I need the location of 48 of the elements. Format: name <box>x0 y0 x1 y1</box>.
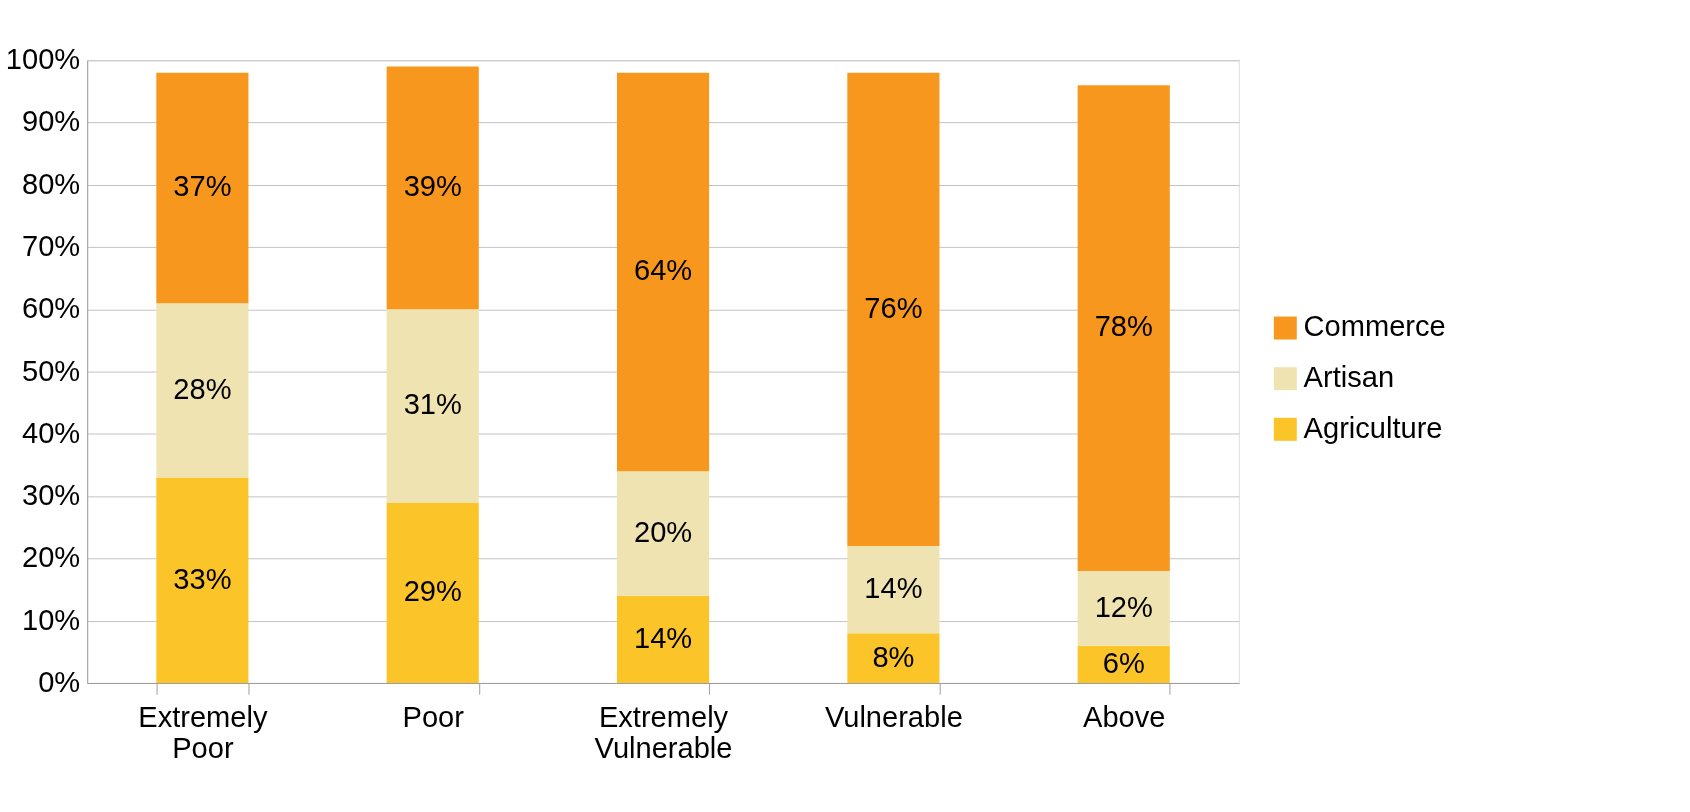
bar <box>616 595 710 684</box>
bar <box>156 477 249 684</box>
bar <box>616 72 710 472</box>
x-tick-label: Extremely Vulnerable <box>594 700 733 765</box>
y-tick-label: 10% <box>22 603 81 636</box>
y-tick-label: 40% <box>22 416 81 449</box>
data-label: 31% <box>403 388 462 421</box>
y-tick-label: 30% <box>22 479 81 512</box>
data-label: 20% <box>633 516 693 548</box>
data-label: 39% <box>403 170 462 203</box>
bar <box>1077 570 1170 646</box>
data-label: 78% <box>1094 310 1153 343</box>
bar <box>847 633 940 684</box>
bar <box>847 546 940 634</box>
data-label: 12% <box>1094 590 1153 623</box>
bar <box>386 66 479 310</box>
data-label: 76% <box>864 291 923 324</box>
data-label: 14% <box>633 621 693 654</box>
data-label: 64% <box>633 254 693 287</box>
data-label: 6% <box>1102 646 1145 679</box>
bar <box>386 502 479 684</box>
bar <box>616 471 710 596</box>
bar <box>847 72 940 547</box>
x-tick-label: Vulnerable <box>824 700 963 733</box>
bar <box>386 309 479 503</box>
bar <box>156 72 249 304</box>
bar <box>156 303 249 478</box>
x-tick-label: Extremely Poor <box>138 700 268 765</box>
legend-label: Agriculture <box>1303 411 1443 444</box>
y-tick-label: 50% <box>22 354 81 387</box>
y-tick-label: 100% <box>5 43 81 76</box>
y-tick-label: 0% <box>38 665 81 698</box>
data-label: 8% <box>872 640 915 673</box>
data-label: 37% <box>173 170 232 203</box>
x-tick-label: Above <box>1082 700 1166 733</box>
y-tick-label: 20% <box>22 541 81 574</box>
y-tick-label: 90% <box>22 105 81 138</box>
y-tick-label: 80% <box>22 167 81 200</box>
y-tick-label: 60% <box>22 292 81 325</box>
data-label: 29% <box>403 575 462 608</box>
data-label: 14% <box>864 572 923 605</box>
data-label: 33% <box>173 562 232 595</box>
legend-label: Commerce <box>1303 310 1446 343</box>
x-tick-label: Poor <box>402 700 465 733</box>
bar <box>1077 85 1170 571</box>
legend-label: Artisan <box>1303 361 1395 394</box>
data-label: 28% <box>173 372 232 405</box>
y-tick-label: 70% <box>22 230 81 263</box>
